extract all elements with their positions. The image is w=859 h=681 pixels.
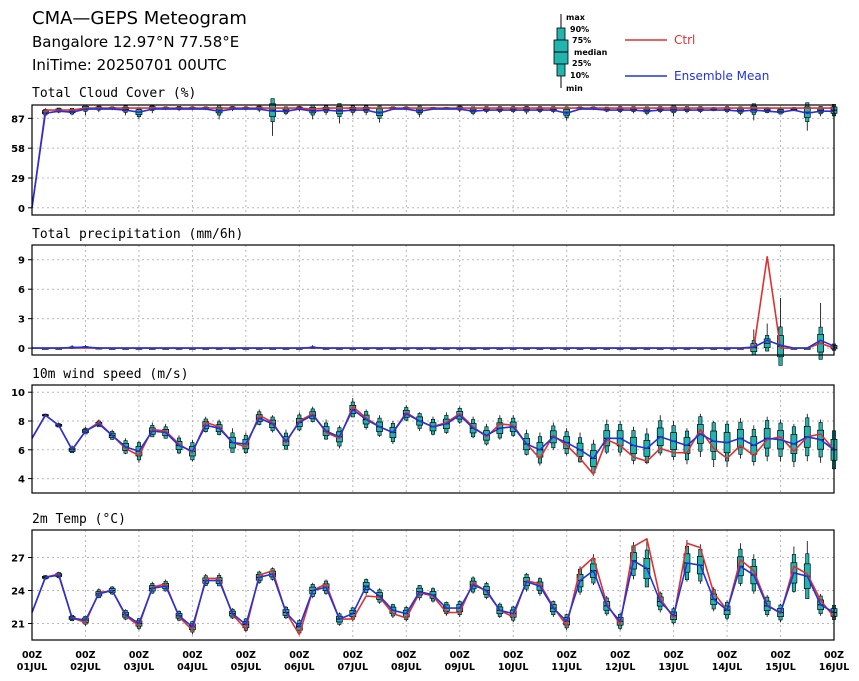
y-tick-label: 6 xyxy=(18,446,25,457)
x-tick-day: 08JUL xyxy=(391,662,422,673)
legend: max 90% 75% median 25% 10% min Ctrl Ense… xyxy=(553,13,769,93)
y-tick-label: 58 xyxy=(11,144,25,155)
x-tick-hour: 00Z xyxy=(610,650,630,661)
x-tick-day: 12JUL xyxy=(605,662,636,673)
boxplot xyxy=(750,103,758,121)
panel-title: Total Cloud Cover (%) xyxy=(32,86,196,101)
legend-ctrl-label: Ctrl xyxy=(674,33,695,47)
panel-1: Total precipitation (mm/6h) 0 3 6 9 xyxy=(18,227,838,366)
panel-2: 10m wind speed (m/s) 4 6 8 10 xyxy=(11,367,838,494)
x-tick-day: 06JUL xyxy=(284,662,315,673)
y-tick-label: 6 xyxy=(18,285,25,296)
y-tick-label: 4 xyxy=(18,475,25,486)
x-tick-day: 10JUL xyxy=(498,662,529,673)
x-tick-hour: 00Z xyxy=(770,650,790,661)
mean-line xyxy=(32,339,835,349)
y-tick-label: 87 xyxy=(11,114,25,125)
panels: Total Cloud Cover (%) 0 29 58 87 Total precip… xyxy=(11,86,838,641)
legend-p90: 90% xyxy=(570,25,589,34)
panel-title: Total precipitation (mm/6h) xyxy=(32,227,243,242)
y-tick-label: 0 xyxy=(18,344,25,355)
y-tick-label: 21 xyxy=(11,620,25,631)
x-tick-day: 15JUL xyxy=(765,662,796,673)
x-tick-hour: 00Z xyxy=(22,650,42,661)
x-tick-day: 03JUL xyxy=(124,662,155,673)
x-tick-hour: 00Z xyxy=(450,650,470,661)
x-tick-hour: 00Z xyxy=(824,650,844,661)
y-tick-label: 27 xyxy=(11,554,25,565)
init-time-label: IniTime: 20250701 00UTC xyxy=(32,56,227,74)
mean-line xyxy=(31,108,834,208)
legend-boxplot-icon xyxy=(553,14,569,88)
x-tick-day: 04JUL xyxy=(177,662,208,673)
x-tick-hour: 00Z xyxy=(75,650,95,661)
legend-p75: 75% xyxy=(572,36,591,45)
x-tick-hour: 00Z xyxy=(503,650,523,661)
y-tick-label: 29 xyxy=(11,174,25,185)
x-tick-hour: 00Z xyxy=(717,650,737,661)
x-axis-labels: 00Z01JUL00Z02JUL00Z03JUL00Z04JUL00Z05JUL… xyxy=(17,650,850,673)
x-tick-hour: 00Z xyxy=(236,650,256,661)
panel-frame xyxy=(31,529,835,641)
panel-title: 2m Temp (°C) xyxy=(32,512,126,527)
x-tick-day: 11JUL xyxy=(551,662,582,673)
figure-title: CMA—GEPS Meteogram xyxy=(32,8,247,29)
x-tick-day: 14JUL xyxy=(712,662,743,673)
location-label: Bangalore 12.97°N 77.58°E xyxy=(32,33,239,51)
panel-3: 2m Temp (°C) 21 24 27 xyxy=(11,512,838,641)
panel-frame xyxy=(31,384,835,494)
y-tick-label: 3 xyxy=(18,315,25,326)
legend-p25: 25% xyxy=(572,59,591,68)
y-tick-label: 24 xyxy=(11,587,25,598)
legend-p10: 10% xyxy=(570,71,589,80)
x-tick-hour: 00Z xyxy=(557,650,577,661)
y-tick-label: 8 xyxy=(18,417,25,428)
boxplot xyxy=(336,103,343,124)
x-tick-hour: 00Z xyxy=(182,650,202,661)
mean-line xyxy=(31,408,835,460)
x-tick-day: 09JUL xyxy=(444,662,475,673)
x-tick-day: 16JUL xyxy=(819,662,850,673)
x-tick-day: 05JUL xyxy=(231,662,262,673)
x-tick-day: 07JUL xyxy=(338,662,369,673)
legend-min: min xyxy=(566,84,583,93)
x-tick-day: 01JUL xyxy=(17,662,48,673)
x-tick-hour: 00Z xyxy=(343,650,363,661)
panel-0: Total Cloud Cover (%) 0 29 58 87 xyxy=(11,86,838,216)
legend-median: median xyxy=(574,48,608,57)
ctrl-line xyxy=(31,107,834,208)
x-tick-hour: 00Z xyxy=(396,650,416,661)
y-tick-label: 9 xyxy=(18,256,25,267)
legend-max: max xyxy=(566,13,586,22)
x-tick-hour: 00Z xyxy=(664,650,684,661)
x-tick-day: 13JUL xyxy=(658,662,689,673)
mean-line xyxy=(31,559,835,628)
panel-frame xyxy=(31,104,835,216)
y-tick-label: 10 xyxy=(11,388,25,399)
x-tick-hour: 00Z xyxy=(289,650,309,661)
panel-title: 10m wind speed (m/s) xyxy=(32,367,189,382)
x-tick-day: 02JUL xyxy=(70,662,101,673)
x-tick-hour: 00Z xyxy=(129,650,149,661)
y-tick-label: 0 xyxy=(18,204,25,215)
panel-frame xyxy=(31,244,835,356)
legend-mean-label: Ensemble Mean xyxy=(674,69,769,83)
